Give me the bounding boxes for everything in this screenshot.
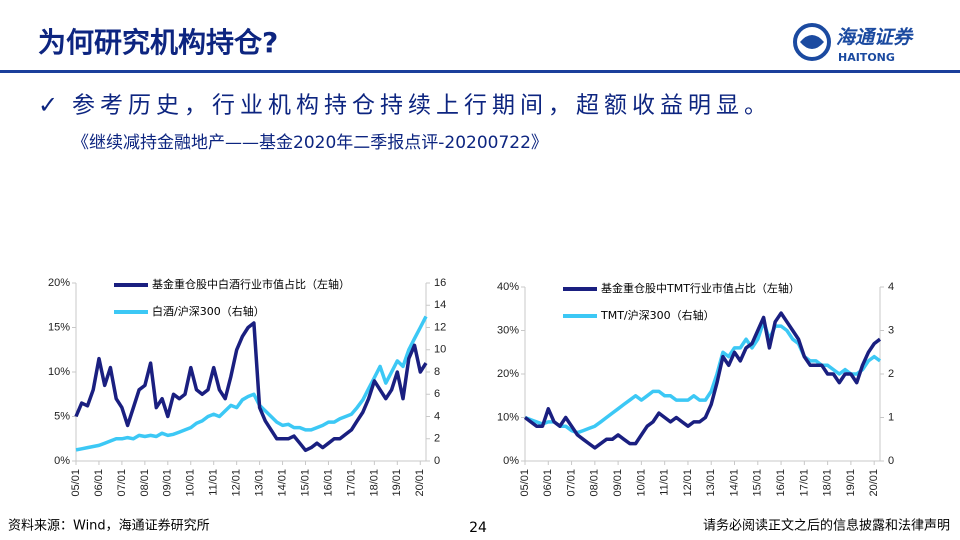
- x-tick-label: 09/01: [612, 469, 624, 497]
- y-tick-label: 10%: [497, 411, 519, 423]
- x-tick-label: 16/01: [775, 469, 787, 497]
- x-tick-label: 08/01: [589, 469, 601, 497]
- logo-icon-inner: [800, 35, 824, 49]
- logo-icon: [793, 23, 831, 61]
- footer-disclaimer: 请务必阅读正文之后的信息披露和法律声明: [703, 518, 950, 534]
- legend-label: TMT/沪深300（右轴）: [600, 308, 715, 322]
- y2-tick-label: 3: [888, 324, 894, 336]
- x-tick-label: 20/01: [868, 469, 880, 497]
- legend-label: 白酒/沪深300（右轴）: [152, 304, 265, 318]
- y-tick-label: 10%: [48, 366, 70, 378]
- x-tick-label: 12/01: [231, 469, 243, 497]
- y2-tick-label: 4: [434, 410, 440, 422]
- legend-label: 基金重仓股中白酒行业市值占比（左轴）: [152, 277, 350, 291]
- y2-tick-label: 8: [434, 366, 440, 378]
- y-tick-label: 15%: [48, 321, 70, 333]
- y-tick-label: 5%: [54, 410, 70, 422]
- x-tick-label: 11/01: [208, 469, 220, 496]
- x-tick-label: 19/01: [391, 469, 403, 497]
- series-line: [524, 320, 882, 435]
- x-tick-label: 05/01: [519, 469, 531, 497]
- source-ref: 《继续减持金融地产——基金2020年二季报点评-20200722》: [72, 133, 548, 153]
- y2-tick-label: 0: [434, 455, 440, 467]
- page-number: 24: [469, 520, 487, 536]
- footer-source: 资料来源：Wind，海通证券研究所: [8, 518, 210, 534]
- y2-tick-label: 14: [434, 299, 446, 311]
- y2-tick-label: 16: [434, 277, 446, 289]
- x-tick-label: 18/01: [368, 469, 380, 497]
- y-tick-label: 0%: [54, 455, 70, 467]
- slide-title: 为何研究机构持仓?: [38, 26, 278, 59]
- y2-tick-label: 4: [888, 281, 894, 293]
- bullet-text: 参考历史，行业机构持仓持续上行期间，超额收益明显。: [72, 93, 772, 119]
- x-tick-label: 08/01: [139, 469, 151, 497]
- x-tick-label: 07/01: [116, 469, 128, 497]
- series-line: [523, 311, 882, 450]
- x-tick-label: 14/01: [276, 469, 288, 497]
- y-tick-label: 0%: [503, 455, 519, 467]
- logo-cn: 海通证券: [836, 27, 914, 49]
- y2-tick-label: 2: [434, 433, 440, 445]
- x-tick-label: 10/01: [635, 469, 647, 497]
- x-tick-label: 06/01: [93, 469, 105, 497]
- legend-label: 基金重仓股中TMT行业市值占比（左轴）: [601, 281, 800, 295]
- x-tick-label: 09/01: [162, 469, 174, 497]
- y2-tick-label: 1: [888, 411, 894, 423]
- y2-tick-label: 12: [434, 321, 446, 333]
- x-tick-label: 16/01: [322, 469, 334, 497]
- y2-tick-label: 10: [434, 344, 446, 356]
- header-rule: [0, 70, 960, 73]
- y-tick-label: 30%: [497, 324, 519, 336]
- series-line: [75, 315, 428, 452]
- x-tick-label: 14/01: [728, 469, 740, 497]
- x-tick-label: 11/01: [659, 469, 671, 496]
- x-tick-label: 13/01: [254, 469, 266, 497]
- x-tick-label: 15/01: [752, 469, 764, 497]
- x-tick-label: 15/01: [299, 469, 311, 497]
- y2-tick-label: 0: [888, 455, 894, 467]
- logo-en: HAITONG: [838, 51, 895, 64]
- x-tick-label: 17/01: [798, 469, 810, 497]
- x-tick-label: 05/01: [70, 469, 82, 497]
- x-tick-label: 13/01: [705, 469, 717, 497]
- x-tick-label: 12/01: [682, 469, 694, 497]
- x-tick-label: 20/01: [414, 469, 426, 497]
- series-line: [74, 321, 428, 453]
- x-tick-label: 10/01: [185, 469, 197, 497]
- x-tick-label: 18/01: [822, 469, 834, 497]
- x-tick-label: 06/01: [542, 469, 554, 497]
- x-tick-label: 19/01: [845, 469, 857, 497]
- y-tick-label: 20%: [497, 368, 519, 380]
- y2-tick-label: 6: [434, 388, 440, 400]
- y-tick-label: 20%: [48, 277, 70, 289]
- x-tick-label: 17/01: [345, 469, 357, 497]
- x-tick-label: 07/01: [565, 469, 577, 497]
- y2-tick-label: 2: [888, 368, 894, 380]
- y-tick-label: 40%: [497, 281, 519, 293]
- check-icon: ✓: [38, 91, 58, 119]
